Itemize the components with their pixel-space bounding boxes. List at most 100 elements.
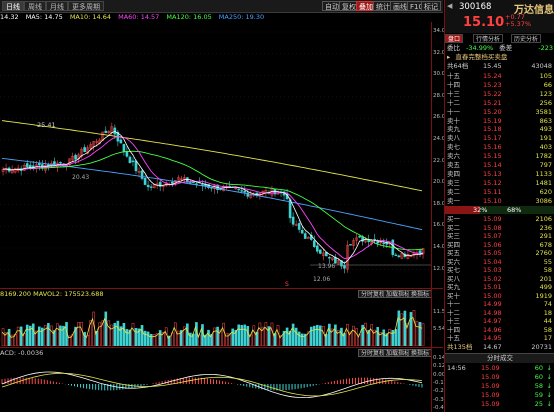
price-tick: 14.00 xyxy=(433,244,449,250)
volume-bar xyxy=(312,325,316,346)
candle-body xyxy=(343,264,346,269)
ask-row[interactable]: 卖十 15.19 863 xyxy=(445,117,554,125)
level-price: 15.05 xyxy=(483,249,502,257)
ask-row[interactable]: 十四 15.23 66 xyxy=(445,81,554,89)
weicha-value: -223 xyxy=(538,44,553,52)
tab-daily[interactable]: 日线 xyxy=(2,1,24,11)
weibi-value: -34.99% xyxy=(466,44,494,52)
ask-row[interactable]: 卖二 15.11 620 xyxy=(445,188,554,196)
volume-bar xyxy=(152,334,156,346)
bid-row[interactable]: 买一 15.09 2106 xyxy=(445,215,554,223)
volume-chart[interactable] xyxy=(0,299,431,346)
volume-bar xyxy=(231,328,234,346)
level-volume: 493 xyxy=(539,125,552,134)
candle-body xyxy=(294,224,298,226)
level-price: 15.15 xyxy=(483,152,502,161)
tick-row: 14:56 15.09 60 ↓ xyxy=(445,364,554,373)
volume-bar xyxy=(243,324,247,346)
level-label: 买一 xyxy=(447,215,460,223)
bid-row[interactable]: 买九 15.01 499 xyxy=(445,283,554,291)
volume-bar xyxy=(352,325,355,346)
candle-body xyxy=(234,188,238,190)
price-axis xyxy=(431,22,444,288)
tab-analysis[interactable]: 行情分析 xyxy=(473,34,504,43)
volume-bar xyxy=(285,327,289,346)
ask-row[interactable]: 卖一 15.10 3086 xyxy=(445,197,554,205)
candle-body xyxy=(249,194,253,198)
level-label: 十三 xyxy=(447,317,460,325)
bid-row[interactable]: 买三 15.07 291 xyxy=(445,232,554,240)
level-volume: 18 xyxy=(543,308,552,317)
macd-chart[interactable] xyxy=(0,357,431,412)
volume-bar xyxy=(56,323,59,346)
candle-body xyxy=(59,162,62,164)
volume-bar xyxy=(397,310,401,346)
ticks-header[interactable]: 分时成交 xyxy=(445,353,554,363)
tick-price: 15.09 xyxy=(481,373,500,381)
tab-pankou[interactable]: 盘口 xyxy=(445,34,464,43)
bid-row[interactable]: 买七 15.03 58 xyxy=(445,266,554,274)
volume-bar xyxy=(44,325,47,346)
last-price: 15.10 xyxy=(463,15,505,30)
level-label: 十五 xyxy=(447,334,460,342)
ask-row[interactable]: 十三 15.22 123 xyxy=(445,90,554,98)
macd-switch-indicator-button[interactable]: 换指标 xyxy=(408,349,433,357)
volume-bar xyxy=(10,334,14,346)
level-label: 十一 xyxy=(447,300,460,308)
level-label: 买六 xyxy=(447,257,460,266)
volume-bar xyxy=(376,327,380,346)
bid-row[interactable]: 买八 15.02 201 xyxy=(445,275,554,283)
level-label: 十五 xyxy=(447,72,460,80)
tab-history[interactable]: 历史分析 xyxy=(511,34,542,43)
tick-row: 15.09 60 ↓ xyxy=(445,373,554,382)
ask-row[interactable]: 卖八 15.17 191 xyxy=(445,134,554,142)
ask-row[interactable]: 卖九 15.18 493 xyxy=(445,125,554,133)
candle-body xyxy=(300,229,304,234)
ask-row[interactable]: 卖三 15.12 1481 xyxy=(445,179,554,187)
ask-row[interactable]: 十二 15.21 256 xyxy=(445,99,554,107)
tab-more-periods[interactable]: 更多周期 xyxy=(68,1,104,11)
bid-row[interactable]: 十五 14.95 17 xyxy=(445,334,554,342)
volume-bar xyxy=(38,326,41,346)
mark-button[interactable]: 标记 xyxy=(421,1,441,11)
bid-row[interactable]: 十二 14.98 18 xyxy=(445,309,554,317)
volume-bar xyxy=(270,322,274,346)
bid-row[interactable]: 买十 15.00 1919 xyxy=(445,292,554,300)
volume-bar xyxy=(167,335,171,346)
bid-row[interactable]: 十一 14.99 74 xyxy=(445,300,554,308)
volume-bar xyxy=(252,325,256,346)
macd-tick: 0.12 xyxy=(433,363,446,370)
volume-axis xyxy=(431,289,444,347)
tick-volume: 58 xyxy=(534,382,543,390)
kline-chart[interactable]: 25.41 20.43 13.96 12.06 S xyxy=(0,22,431,288)
bid-row[interactable]: 买二 15.08 236 xyxy=(445,224,554,232)
volume-bar xyxy=(107,320,111,346)
prev-arrow-icon[interactable]: ◀ xyxy=(447,2,453,10)
candle-body xyxy=(143,178,147,185)
level-label: 卖九 xyxy=(447,125,460,134)
bid-row[interactable]: 十三 14.97 44 xyxy=(445,317,554,325)
ask-row[interactable]: 卖六 15.15 1782 xyxy=(445,152,554,160)
tab-monthly[interactable]: 月线 xyxy=(46,1,68,11)
volume-bar xyxy=(222,322,225,346)
bid-row[interactable]: 买五 15.05 2760 xyxy=(445,249,554,257)
ask-row[interactable]: 十一 15.20 3581 xyxy=(445,108,554,116)
level-price: 15.04 xyxy=(483,257,502,266)
vol-switch-indicator-button[interactable]: 换指标 xyxy=(408,290,433,298)
volume-bar xyxy=(237,324,241,346)
ask-row[interactable]: 卖五 15.14 797 xyxy=(445,161,554,169)
ask-row[interactable]: 卖四 15.13 1133 xyxy=(445,170,554,178)
ask-row[interactable]: 卖七 15.16 403 xyxy=(445,143,554,151)
level-label: 买五 xyxy=(447,249,460,257)
volume-bar xyxy=(403,310,407,346)
level-price: 15.18 xyxy=(483,125,502,134)
tab-weekly[interactable]: 周线 xyxy=(24,1,46,11)
ask-row[interactable]: 十五 15.24 105 xyxy=(445,72,554,80)
ma120-label: MA120: 16.05 xyxy=(166,13,212,21)
volume-bar xyxy=(149,334,153,346)
bid-row[interactable]: 十四 14.96 58 xyxy=(445,326,554,334)
bid-row[interactable]: 买六 15.04 55 xyxy=(445,258,554,266)
bid-row[interactable]: 买四 15.06 678 xyxy=(445,241,554,249)
full-depth-label[interactable]: ▸ 直春完整档买卖盘 xyxy=(447,53,553,61)
volume-bar xyxy=(137,328,141,346)
